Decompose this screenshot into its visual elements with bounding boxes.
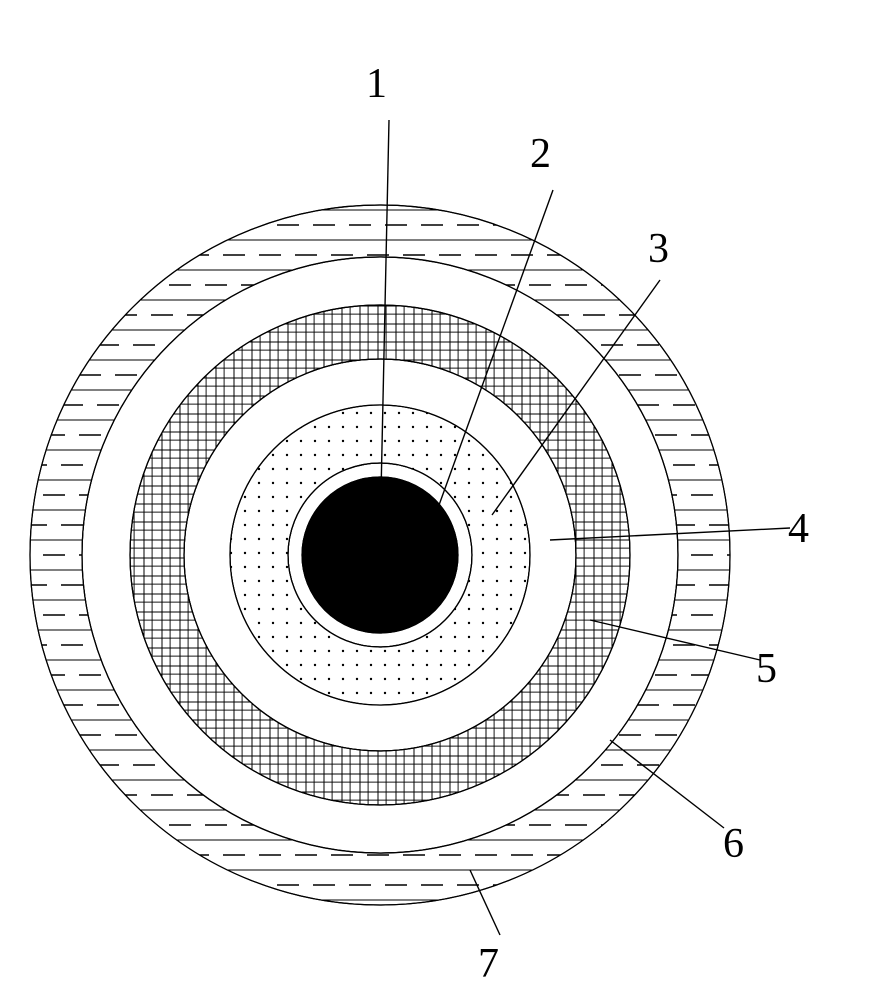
callout-label-1: 1 (366, 60, 387, 108)
layer-1 (302, 477, 458, 633)
callout-label-2: 2 (530, 130, 551, 178)
callout-label-4: 4 (788, 505, 809, 553)
callout-label-3: 3 (648, 225, 669, 273)
callout-label-6: 6 (723, 820, 744, 868)
diagram-svg (0, 0, 881, 1000)
rings-group (30, 205, 730, 905)
callout-label-7: 7 (478, 940, 499, 988)
callout-label-5: 5 (756, 645, 777, 693)
diagram-stage: 1 2 3 4 5 6 7 (0, 0, 881, 1000)
